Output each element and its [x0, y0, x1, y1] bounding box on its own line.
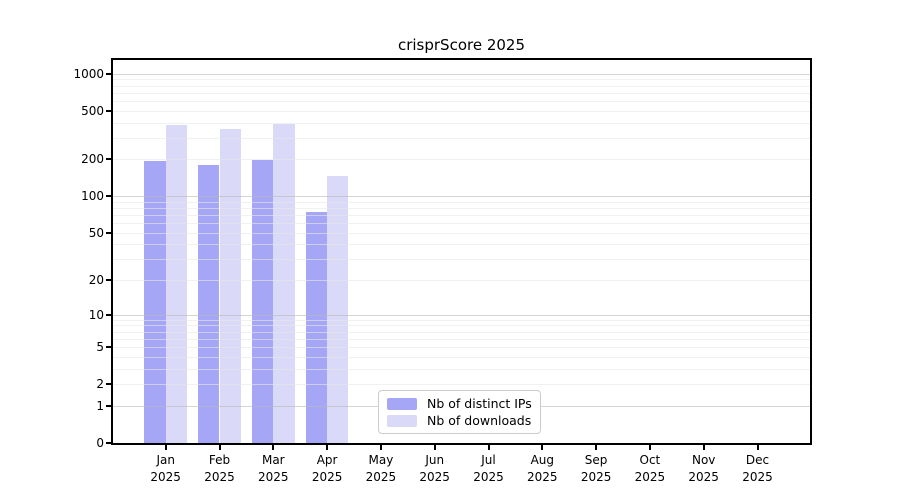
bar-distinct-ips-apr	[305, 212, 328, 443]
x-tick-mark	[164, 445, 167, 450]
legend-item-downloads: Nb of downloads	[387, 414, 532, 427]
x-tick-mark	[379, 445, 382, 450]
gridline-minor	[113, 92, 810, 94]
gridline-minor	[113, 325, 810, 327]
x-tick-mark	[433, 445, 436, 450]
gridline-minor	[113, 347, 810, 348]
gridline-minor	[113, 259, 810, 261]
x-tick-mark	[595, 445, 598, 450]
gridline-minor	[113, 223, 810, 225]
gridline-minor	[113, 79, 810, 81]
x-tick-mark	[702, 445, 705, 450]
legend-item-distinct-ips: Nb of distinct IPs	[387, 397, 532, 410]
bar-downloads-apr	[327, 175, 349, 443]
gridline-major	[113, 314, 810, 316]
y-tick-mark	[106, 72, 111, 75]
gridline-minor	[113, 215, 810, 216]
x-tick-mark	[648, 445, 651, 450]
gridline-minor	[113, 232, 810, 234]
x-tick-label: Apr 2025	[311, 453, 343, 484]
gridline-minor	[113, 331, 810, 333]
y-tick-label: 200	[81, 152, 104, 167]
x-tick-label: Jul 2025	[473, 453, 504, 484]
legend-swatch-distinct-ips	[387, 397, 417, 410]
y-tick-label: 0	[96, 435, 104, 450]
gridline-minor	[113, 319, 810, 321]
x-tick-label: Dec 2025	[742, 453, 773, 484]
x-tick-label: Mar 2025	[258, 453, 289, 484]
bar-distinct-ips-jan	[144, 161, 166, 443]
gridline-minor	[113, 122, 810, 124]
y-tick-label: 1000	[73, 66, 104, 81]
gridline-minor	[113, 244, 810, 246]
gridline-minor	[113, 159, 810, 161]
legend: Nb of distinct IPs Nb of downloads	[378, 390, 541, 434]
x-tick-label: Sep 2025	[580, 453, 612, 484]
gridline-minor	[113, 356, 810, 358]
gridline-minor	[113, 280, 810, 282]
y-tick-mark	[106, 109, 111, 112]
y-tick-label: 50	[88, 225, 104, 240]
x-tick-mark	[272, 445, 275, 450]
chart-title: crisprScore 2025	[397, 36, 526, 54]
gridline-minor	[113, 85, 810, 87]
bar-downloads-jan	[165, 124, 188, 443]
grid-layer	[113, 60, 810, 443]
x-tick-mark	[218, 445, 221, 450]
gridline-major	[113, 73, 810, 75]
bar-distinct-ips-feb	[198, 165, 220, 443]
x-tick-label: Jun 2025	[419, 453, 450, 484]
plot-area: Nb of distinct IPs Nb of downloads	[111, 58, 812, 445]
x-tick-label: Aug 2025	[527, 453, 558, 484]
y-tick-mark	[106, 279, 111, 282]
bar-downloads-feb	[219, 129, 241, 443]
y-tick-mark	[106, 441, 111, 444]
gridline-minor	[113, 110, 810, 112]
x-tick-label: Jan 2025	[150, 453, 181, 484]
y-tick-mark	[106, 345, 111, 348]
x-tick-label: Feb 2025	[204, 453, 235, 484]
gridline-minor	[113, 384, 810, 385]
gridline-minor	[113, 137, 810, 139]
y-tick-mark	[106, 404, 111, 407]
gridline-minor	[113, 368, 810, 370]
gridline-minor	[113, 201, 810, 203]
x-tick-label: Oct 2025	[634, 453, 666, 484]
gridline-minor	[113, 208, 810, 209]
legend-swatch-downloads	[387, 414, 417, 427]
bars-layer	[113, 60, 810, 443]
gridline-minor	[113, 338, 810, 340]
x-tick-label: Nov 2025	[688, 453, 719, 484]
gridline-minor	[113, 100, 810, 102]
legend-label-distinct-ips: Nb of distinct IPs	[427, 396, 532, 411]
y-tick-label: 2	[96, 377, 104, 391]
bar-downloads-mar	[273, 123, 295, 443]
y-tick-mark	[106, 383, 111, 385]
x-tick-mark	[541, 445, 544, 450]
y-tick-mark	[106, 313, 111, 316]
x-tick-mark	[487, 445, 490, 450]
bar-distinct-ips-mar	[251, 160, 274, 443]
legend-label-downloads: Nb of downloads	[427, 413, 532, 428]
y-tick-label: 500	[81, 103, 104, 118]
x-tick-label: May 2025	[365, 453, 397, 484]
y-tick-mark	[106, 231, 111, 234]
y-tick-label: 1	[96, 398, 104, 413]
x-tick-mark	[756, 445, 759, 450]
y-tick-label: 20	[88, 273, 104, 288]
y-tick-mark	[106, 158, 111, 161]
y-tick-label: 100	[81, 189, 104, 204]
x-tick-mark	[326, 445, 329, 450]
y-tick-label: 5	[96, 339, 104, 354]
y-tick-mark	[106, 195, 111, 198]
gridline-major	[113, 196, 810, 198]
y-tick-label: 10	[88, 307, 104, 322]
